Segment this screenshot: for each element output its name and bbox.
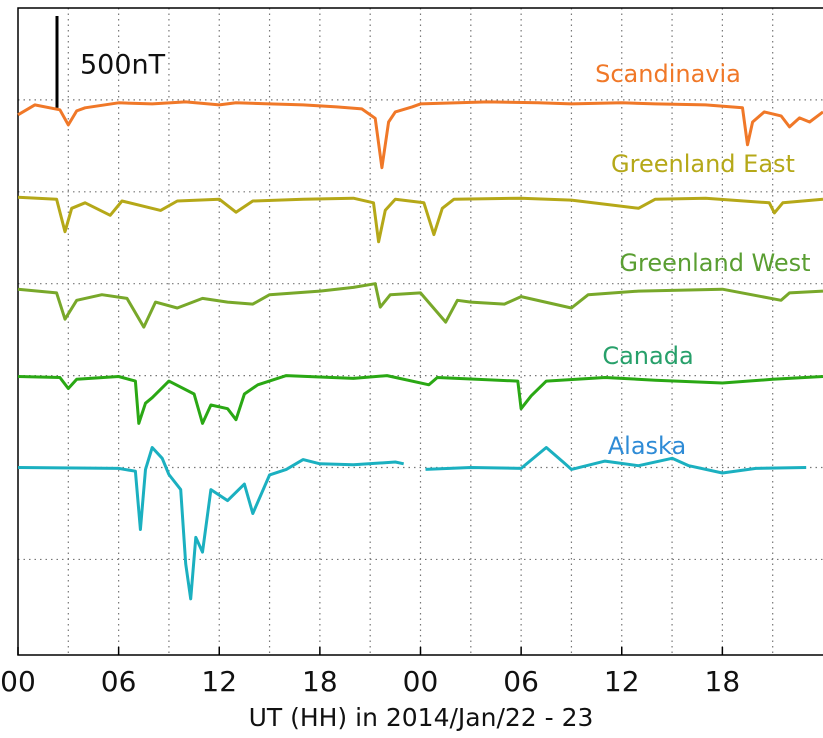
x-tick-label: 06 (101, 665, 137, 698)
x-tick-label: 18 (302, 665, 338, 698)
x-axis-label: UT (HH) in 2014/Jan/22 - 23 (249, 703, 594, 732)
x-tick-label: 18 (705, 665, 741, 698)
plot-frame (17, 7, 823, 656)
trace-line (17, 374, 823, 425)
series-label: Greenland East (611, 150, 795, 178)
x-tick-label: 06 (503, 665, 539, 698)
trace-line (17, 195, 823, 244)
series-label: Scandinavia (595, 60, 741, 88)
trace-line (17, 282, 823, 329)
x-tick-label: 12 (201, 665, 237, 698)
trace-line (17, 446, 807, 601)
scale-bar-label: 500nT (80, 50, 166, 81)
trace-line (17, 100, 823, 170)
x-tick-label: 00 (0, 665, 36, 698)
series-label: Alaska (608, 432, 686, 460)
series-label: Greenland West (619, 249, 810, 277)
x-tick-label: 00 (403, 665, 439, 698)
series-label: Canada (602, 342, 693, 370)
x-tick-label: 12 (604, 665, 640, 698)
